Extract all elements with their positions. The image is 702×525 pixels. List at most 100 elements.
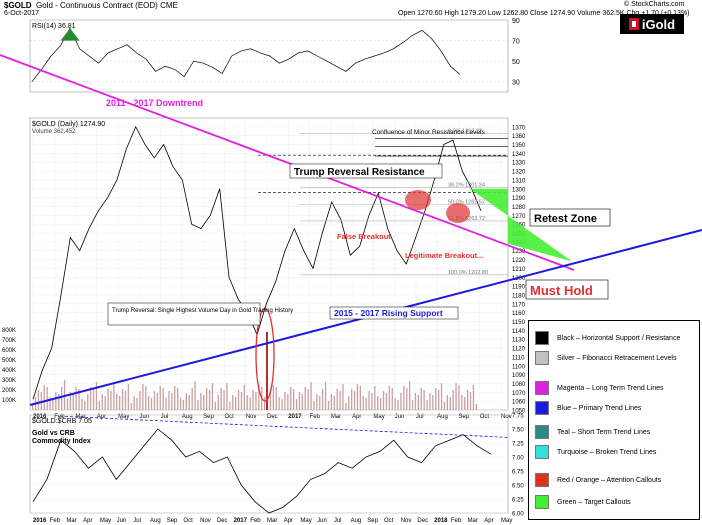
price-tick-label: 1120 <box>512 347 526 353</box>
volume-bar <box>293 389 295 410</box>
volume-bar <box>374 386 376 410</box>
legend-label: Black – Horizontal Support / Resistance <box>557 334 681 342</box>
price-tick-label: 1170 <box>512 302 526 308</box>
volume-bar <box>49 397 51 410</box>
volume-bar <box>191 388 193 410</box>
volume-bar <box>452 390 454 410</box>
downtrend-label: 2011 - 2017 Downtrend <box>106 98 203 108</box>
ratio-x-tick-label: Mar <box>267 518 277 524</box>
price-x-tick-label: 2016 <box>33 414 47 420</box>
source-label: © StockCharts.com <box>624 1 685 8</box>
volume-bar <box>385 393 388 410</box>
ratio-x-tick-label: Apr <box>284 518 293 524</box>
volume-bar <box>87 394 89 410</box>
price-tick-label: 1180 <box>512 293 526 299</box>
price-x-tick-label: Aug <box>437 414 448 420</box>
volume-bar <box>153 391 156 410</box>
volume-bar <box>380 398 382 410</box>
price-x-tick-label: Nov <box>501 414 512 420</box>
volume-bar <box>75 387 77 410</box>
ratio-x-tick-label: May <box>100 518 111 524</box>
price-tick-label: 1360 <box>512 134 526 140</box>
volume-bar <box>443 402 446 410</box>
volume-bar <box>116 394 118 410</box>
ratio-tick-label: 6.25 <box>512 498 524 504</box>
volume-bar <box>32 404 34 410</box>
volume-bar <box>98 401 100 410</box>
price-tick-label: 1160 <box>512 311 526 317</box>
quote-line: Open 1270.60 High 1279.20 Low 1262.80 Cl… <box>398 10 690 17</box>
legend-item: Magenta – Long Term Trend Lines <box>535 381 664 395</box>
price-x-tick-label: Feb <box>54 414 65 420</box>
legend-swatch <box>535 473 549 487</box>
volume-bar <box>458 385 460 410</box>
volume-tick-label: 800K <box>2 328 16 334</box>
volume-bar <box>43 385 45 410</box>
price-tick-label: 1290 <box>512 196 526 202</box>
trump-volume-callout <box>255 308 275 402</box>
price-x-tick-label: Jun <box>139 414 149 420</box>
volume-bar <box>324 382 327 410</box>
price-tick-label: 1270 <box>512 214 526 220</box>
ratio-tick-label: 6.75 <box>512 470 524 476</box>
false-breakout-callout <box>405 190 431 210</box>
retest-zone-label: Retest Zone <box>534 213 597 225</box>
legitimate-breakout-label: Legitimate Breakout... <box>405 251 483 260</box>
legend-item: Black – Horizontal Support / Resistance <box>535 331 680 345</box>
legend-item: Green – Target Callouts <box>535 495 631 509</box>
volume-bar <box>475 404 477 410</box>
legend-label: Red / Orange – Attention Callouts <box>557 476 662 484</box>
volume-bar <box>284 392 286 410</box>
volume-bar <box>223 390 225 410</box>
volume-bar <box>310 382 312 410</box>
volume-bar <box>145 386 147 410</box>
legend-label: Turquoise – Broken Trend Lines <box>557 448 657 456</box>
legend-item: Teal – Short Term Trend Lines <box>535 425 650 439</box>
legend-label: Teal – Short Term Trend Lines <box>557 428 651 436</box>
volume-bar <box>467 390 469 410</box>
trump-volume-label: Trump Reversal: Single Highest Volume Da… <box>112 308 293 314</box>
legend-item: Silver – Fibonacci Retracement Levels <box>535 351 676 365</box>
volume-bar <box>206 388 208 410</box>
volume-bar <box>426 400 428 410</box>
rsi-tick-label: 70 <box>512 39 520 46</box>
volume-bar <box>237 390 240 410</box>
volume-bar <box>232 395 234 410</box>
volume-bar <box>438 390 440 410</box>
volume-bar <box>162 388 164 410</box>
volume-bar <box>272 385 274 410</box>
price-tick-label: 1150 <box>512 320 526 326</box>
price-x-tick-label: Oct <box>224 414 234 420</box>
fib-label: 38.2% 1301.34 <box>448 183 485 189</box>
volume-bar <box>61 387 63 410</box>
price-tick-label: 1320 <box>512 170 526 176</box>
volume-bar <box>365 398 367 410</box>
price-x-tick-label: Jul <box>161 414 169 420</box>
price-x-tick-label: 2017 <box>288 414 302 420</box>
false-breakout-label: False Breakout <box>337 232 391 241</box>
volume-bar <box>258 385 260 410</box>
price-tick-label: 1350 <box>512 143 526 149</box>
volume-bar <box>377 396 379 410</box>
ratio-x-tick-label: Jun <box>117 518 127 524</box>
volume-bar <box>423 390 425 410</box>
volume-bar <box>203 395 205 410</box>
price-x-tick-label: Apr <box>352 414 361 420</box>
volume-bar <box>127 384 129 410</box>
ratio-x-tick-label: 2018 <box>434 518 448 524</box>
volume-bar <box>240 392 243 410</box>
ratio-series-label-2: Commodity Index <box>32 438 91 445</box>
volume-bar <box>362 396 364 410</box>
volume-bar <box>156 393 158 410</box>
price-tick-label: 1200 <box>512 276 526 282</box>
ratio-series-label-1: Gold vs CRB <box>32 430 75 437</box>
volume-bar <box>226 383 228 410</box>
volume-bar <box>400 393 402 410</box>
legend-label: Silver – Fibonacci Retracement Levels <box>557 354 677 362</box>
price-tick-label: 1130 <box>512 338 526 344</box>
trump-volume-box <box>107 302 261 326</box>
volume-bar <box>165 398 167 410</box>
volume-bar <box>406 388 408 410</box>
price-x-tick-label: Oct <box>480 414 490 420</box>
legend-swatch <box>535 425 549 439</box>
